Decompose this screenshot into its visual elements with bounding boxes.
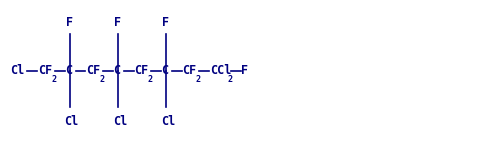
- Text: F: F: [66, 16, 73, 29]
- Text: 2: 2: [196, 75, 201, 84]
- Text: F: F: [162, 16, 169, 29]
- Text: F: F: [241, 64, 248, 77]
- Text: Cl: Cl: [113, 115, 127, 128]
- Text: CF: CF: [134, 64, 149, 77]
- Text: 2: 2: [148, 75, 153, 84]
- Text: 2: 2: [99, 75, 104, 84]
- Text: C: C: [65, 64, 72, 77]
- Text: CF: CF: [86, 64, 100, 77]
- Text: F: F: [114, 16, 121, 29]
- Text: Cl: Cl: [10, 64, 24, 77]
- Text: C: C: [162, 64, 168, 77]
- Text: CF: CF: [38, 64, 52, 77]
- Text: 2: 2: [227, 75, 232, 84]
- Text: C: C: [113, 64, 120, 77]
- Text: CCl: CCl: [210, 64, 231, 77]
- Text: Cl: Cl: [65, 115, 79, 128]
- Text: 2: 2: [51, 75, 56, 84]
- Text: Cl: Cl: [161, 115, 175, 128]
- Text: CF: CF: [182, 64, 197, 77]
